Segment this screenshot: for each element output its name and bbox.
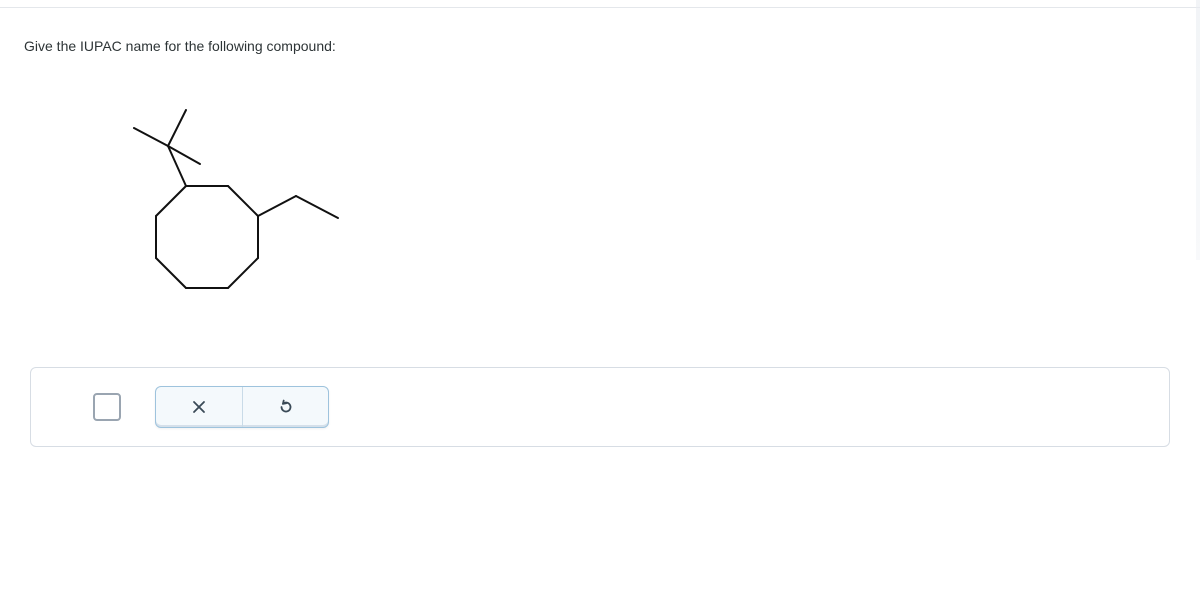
top-divider <box>0 0 1200 8</box>
molecule-svg <box>70 72 370 332</box>
question-prompt: Give the IUPAC name for the following co… <box>24 38 1176 54</box>
reset-button[interactable] <box>242 387 328 427</box>
question-area: Give the IUPAC name for the following co… <box>0 8 1200 447</box>
answer-panel <box>30 367 1170 447</box>
close-icon <box>191 399 207 415</box>
scrollbar-track <box>1196 0 1200 260</box>
undo-icon <box>277 398 295 416</box>
input-toolbar <box>155 386 329 428</box>
clear-button[interactable] <box>156 387 242 427</box>
molecule-diagram <box>70 72 1176 337</box>
dont-know-checkbox[interactable] <box>93 393 121 421</box>
